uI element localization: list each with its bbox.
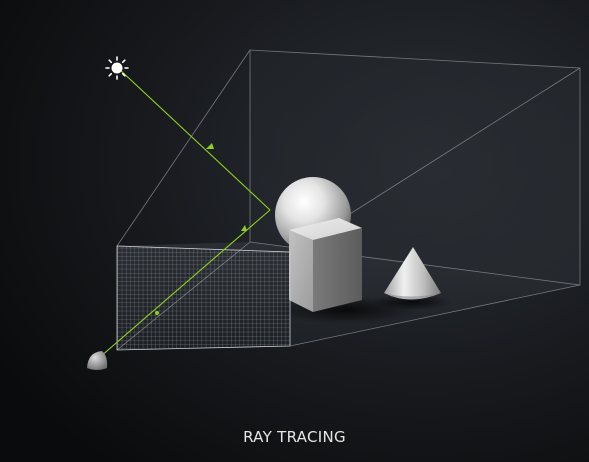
image-plane-grid bbox=[117, 246, 290, 350]
image-plane-border bbox=[116, 245, 291, 351]
ray-arrows bbox=[155, 143, 247, 315]
camera-eye-icon bbox=[87, 351, 108, 370]
sun-icon bbox=[105, 56, 129, 80]
diagram-caption: RAY TRACING bbox=[243, 428, 346, 446]
ray-path bbox=[99, 67, 271, 358]
cone bbox=[384, 247, 441, 300]
cube bbox=[289, 218, 362, 312]
cone-shadow bbox=[372, 294, 452, 310]
